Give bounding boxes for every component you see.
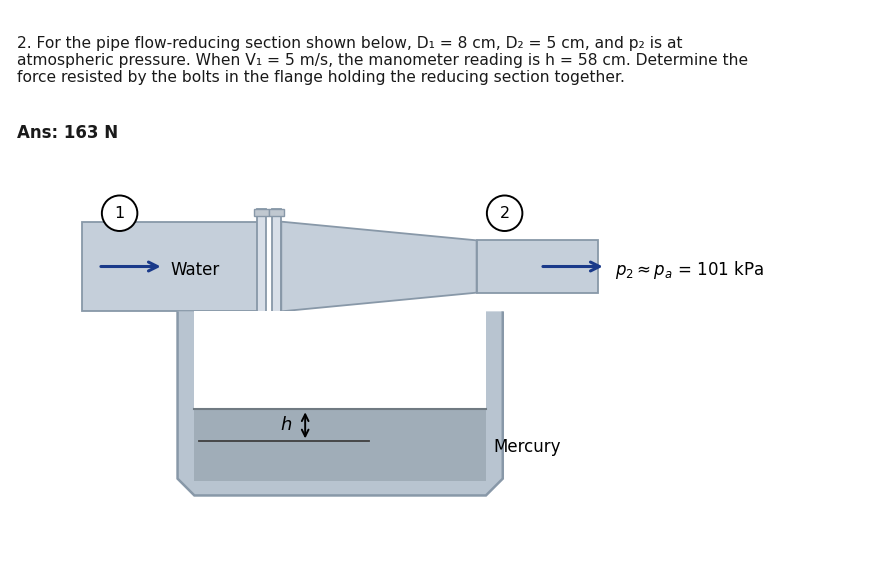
Polygon shape	[195, 312, 486, 482]
Text: 2: 2	[500, 206, 509, 221]
Bar	[269, 317, 284, 324]
Circle shape	[102, 195, 138, 231]
Text: Ans: 163 N: Ans: 163 N	[17, 123, 118, 142]
Polygon shape	[281, 222, 477, 312]
Bar	[272, 209, 281, 324]
Polygon shape	[195, 410, 486, 482]
Text: 1: 1	[115, 206, 124, 221]
Text: 2. For the pipe flow-reducing section shown below, D₁ = 8 cm, D₂ = 5 cm, and p₂ : 2. For the pipe flow-reducing section sh…	[17, 36, 748, 85]
Bar	[254, 209, 269, 216]
Bar	[477, 240, 598, 293]
Text: Water: Water	[170, 262, 220, 279]
Text: h: h	[281, 416, 292, 434]
Bar	[269, 209, 284, 216]
Bar	[254, 317, 269, 324]
Polygon shape	[178, 312, 503, 495]
Text: $p_2 \approx p_a$ = 101 kPa: $p_2 \approx p_a$ = 101 kPa	[615, 259, 764, 281]
Text: Mercury: Mercury	[493, 438, 561, 456]
Bar	[83, 222, 261, 312]
Circle shape	[487, 195, 523, 231]
Bar	[257, 209, 267, 324]
